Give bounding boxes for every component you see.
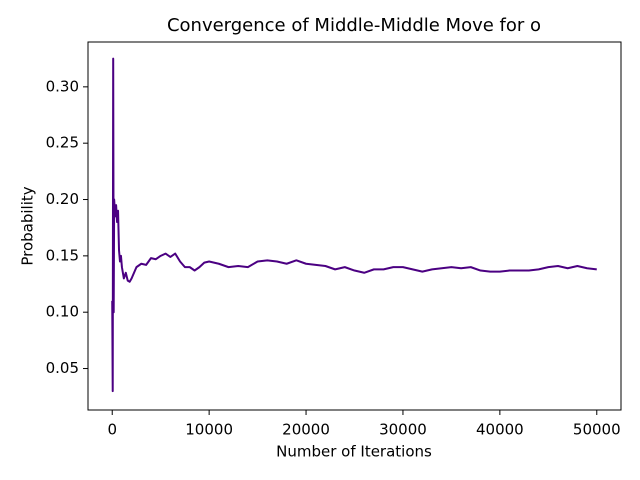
line xyxy=(111,57,597,393)
y-tick-label: 0.10 xyxy=(46,303,79,321)
x-tick-label: 20000 xyxy=(282,421,330,439)
x-tick-label: 30000 xyxy=(379,421,427,439)
x-tick-label: 50000 xyxy=(573,421,621,439)
x-tick-label: 0 xyxy=(107,421,117,439)
y-axis-label: Probability xyxy=(19,186,37,265)
y-tick-label: 0.20 xyxy=(46,190,79,208)
x-axis-label: Number of Iterations xyxy=(276,443,432,461)
y-tick-label: 0.05 xyxy=(46,359,79,377)
chart-title: Convergence of Middle-Middle Move for o xyxy=(167,15,541,36)
y-tick-label: 0.30 xyxy=(46,77,79,95)
x-tick-label: 10000 xyxy=(185,421,233,439)
y-tick-label: 0.25 xyxy=(46,134,79,152)
y-tick-label: 0.15 xyxy=(46,246,79,264)
x-tick-label: 40000 xyxy=(476,421,524,439)
plot-frame xyxy=(87,41,622,411)
